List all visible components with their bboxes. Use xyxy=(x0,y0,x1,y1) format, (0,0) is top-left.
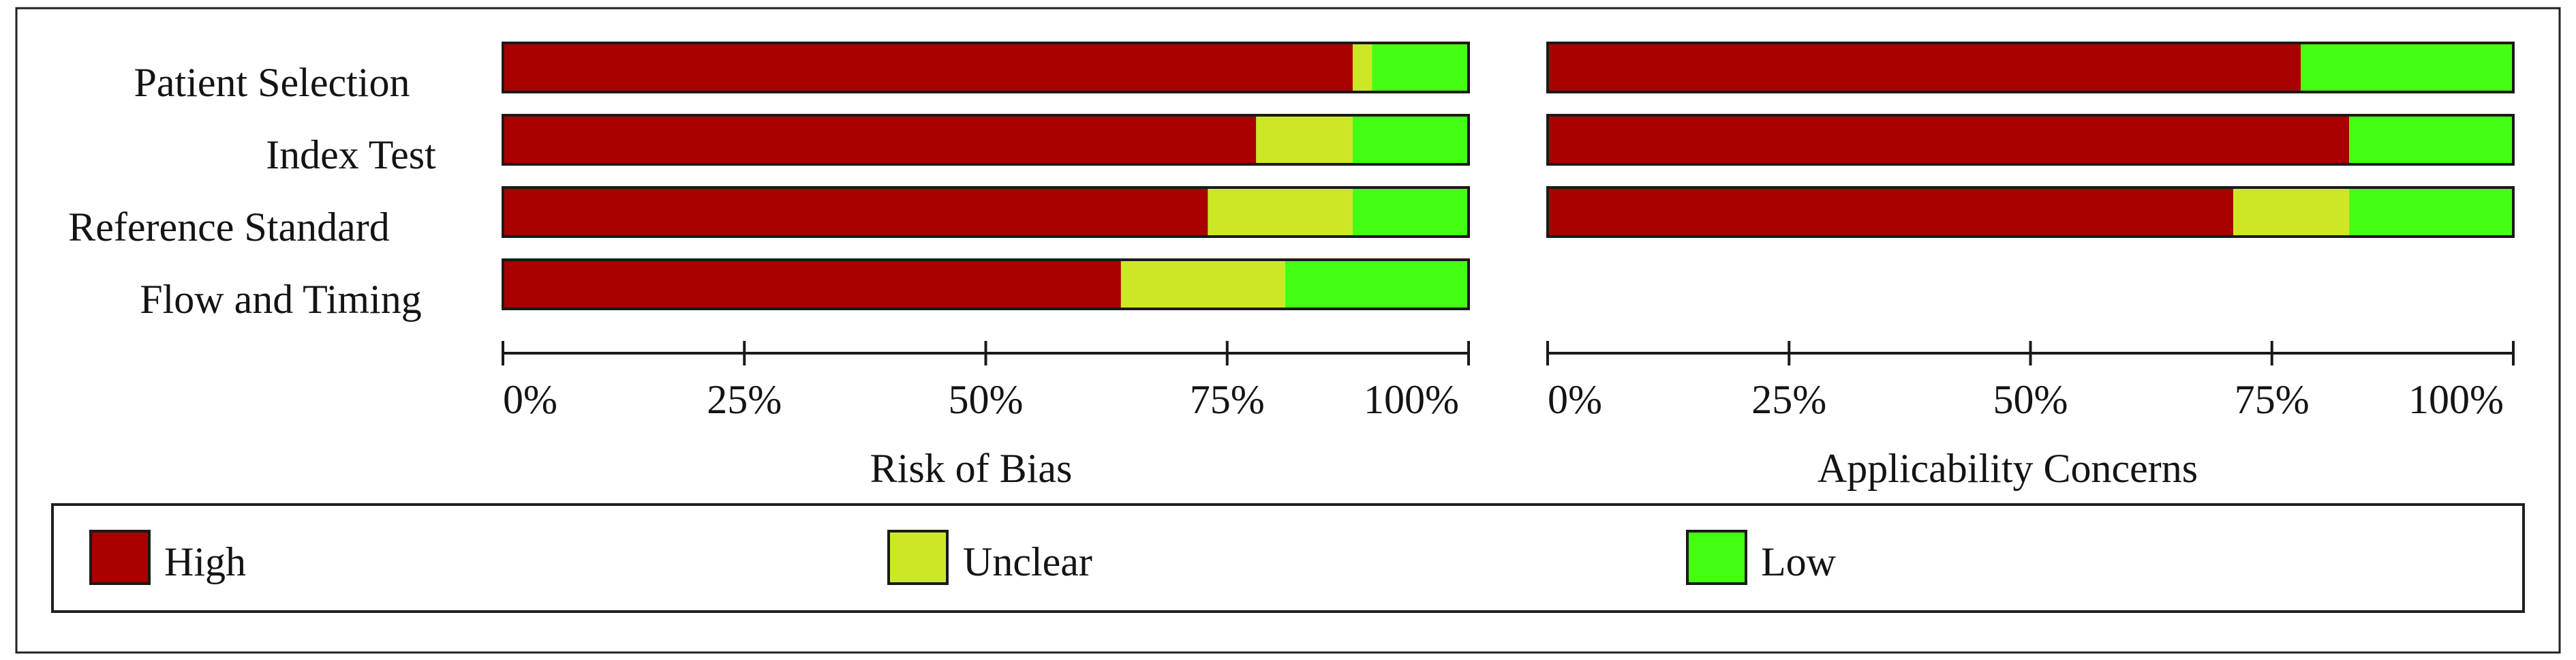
bar-segment-applicability-concerns-patient-selection-low xyxy=(2301,43,2513,92)
risk-of-bias-x-axis: 0% 25% 50% 75% 100% xyxy=(502,341,1470,422)
bar-segment-applicability-concerns-reference-standard-low xyxy=(2349,188,2513,237)
applicability-concerns-panel: 0% 25% 50% 75% 100% Applicability Concerns xyxy=(1546,42,2515,491)
applicability-concerns-bars xyxy=(1546,42,2515,238)
x-tick-label: 75% xyxy=(1190,377,1265,422)
bar-segment-risk-of-bias-patient-selection-unclear xyxy=(1352,43,1373,92)
bar-outline-applicability-concerns-reference-standard xyxy=(1546,186,2515,238)
bar-outline-applicability-concerns-patient-selection xyxy=(1546,42,2515,93)
x-tick-label: 0% xyxy=(1548,377,1602,422)
bar-outline-risk-of-bias-patient-selection xyxy=(502,42,1470,93)
applicability-concerns-x-axis: 0% 25% 50% 75% 100% xyxy=(1546,341,2515,422)
legend-label-low: Low xyxy=(1761,539,1837,584)
bar-segment-risk-of-bias-patient-selection-high xyxy=(503,43,1353,92)
bar-outline-risk-of-bias-flow-and-timing xyxy=(502,258,1470,310)
bar-segment-risk-of-bias-patient-selection-low xyxy=(1372,43,1469,92)
bar-segment-applicability-concerns-patient-selection-high xyxy=(1548,43,2301,92)
bar-segment-risk-of-bias-reference-standard-high xyxy=(503,188,1208,237)
x-tick-label: 75% xyxy=(2235,377,2310,422)
bar-outline-risk-of-bias-index-test xyxy=(502,114,1470,166)
legend-box xyxy=(51,503,2525,613)
bar-segment-applicability-concerns-reference-standard-unclear xyxy=(2233,188,2350,237)
bar-segment-risk-of-bias-flow-and-timing-high xyxy=(503,260,1121,309)
x-tick-label: 50% xyxy=(1993,377,2068,422)
legend-swatch-low xyxy=(1686,530,1747,585)
row-label-patient-selection: Patient Selection xyxy=(134,60,410,105)
x-tick-label: 0% xyxy=(503,377,557,422)
bar-segment-applicability-concerns-reference-standard-high xyxy=(1548,188,2234,237)
row-label-index-test: Index Test xyxy=(266,132,436,177)
risk-of-bias-bars xyxy=(502,42,1470,310)
bar-segment-risk-of-bias-reference-standard-low xyxy=(1352,188,1469,237)
legend-label-unclear: Unclear xyxy=(963,539,1092,584)
x-tick-label: 25% xyxy=(1751,377,1826,422)
bar-segment-applicability-concerns-index-test-high xyxy=(1548,115,2350,164)
bar-outline-risk-of-bias-reference-standard xyxy=(502,186,1470,238)
x-tick-label: 100% xyxy=(1364,377,1459,422)
bar-segment-risk-of-bias-index-test-high xyxy=(503,115,1257,164)
row-label-flow-and-timing: Flow and Timing xyxy=(140,277,421,322)
legend-swatch-high xyxy=(89,530,151,585)
x-tick-label: 100% xyxy=(2408,377,2504,422)
panel-title-risk-of-bias: Risk of Bias xyxy=(870,446,1073,491)
bar-segment-risk-of-bias-flow-and-timing-unclear xyxy=(1120,260,1285,309)
bar-segment-risk-of-bias-index-test-unclear xyxy=(1256,115,1353,164)
risk-of-bias-panel: 0% 25% 50% 75% 100% Risk of Bias xyxy=(502,42,1470,491)
legend-swatch-unclear xyxy=(887,530,949,585)
x-tick-label: 25% xyxy=(707,377,782,422)
row-label-reference-standard: Reference Standard xyxy=(68,205,389,250)
bar-segment-risk-of-bias-reference-standard-unclear xyxy=(1208,188,1353,237)
x-tick-label: 50% xyxy=(949,377,1024,422)
figure-border xyxy=(15,7,2561,654)
bar-segment-applicability-concerns-index-test-low xyxy=(2349,115,2513,164)
legend-label-high: High xyxy=(164,539,246,584)
panel-title-applicability-concerns: Applicability Concerns xyxy=(1818,446,2198,491)
legend: High Unclear Low xyxy=(51,503,2525,613)
row-labels: Patient Selection Index Test Reference S… xyxy=(68,60,436,322)
bar-outline-applicability-concerns-index-test xyxy=(1546,114,2515,166)
bar-segment-risk-of-bias-flow-and-timing-low xyxy=(1285,260,1469,309)
bar-segment-risk-of-bias-index-test-low xyxy=(1352,115,1469,164)
